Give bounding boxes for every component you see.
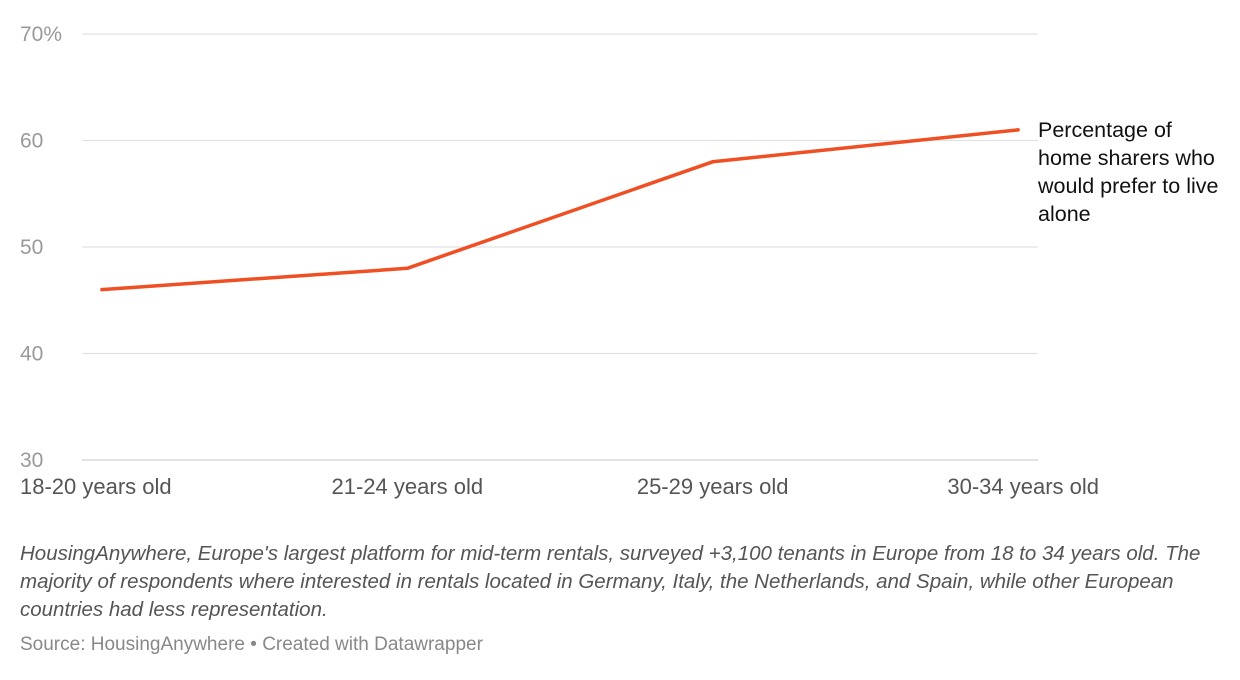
x-tick-label: 25-29 years old	[637, 474, 789, 499]
data-point	[405, 266, 410, 271]
footer-separator: •	[250, 634, 257, 655]
series-line	[100, 128, 1020, 292]
data-point	[1016, 128, 1020, 132]
y-tick-label: 50	[20, 236, 43, 259]
data-point	[710, 160, 715, 164]
chart-notes: HousingAnywhere, Europe's largest platfo…	[20, 542, 1201, 621]
series-label: Percentage of home sharers who would pre…	[1038, 118, 1219, 226]
y-axis-ticks: 30 40 50 60 70%	[20, 23, 62, 472]
y-tick-label: 70%	[20, 23, 62, 46]
y-tick-label: 40	[20, 343, 43, 366]
credit-text: Created with Datawrapper	[262, 634, 483, 655]
x-tick-label: 18-20 years old	[20, 474, 172, 499]
x-tick-label: 30-34 years old	[947, 474, 1099, 499]
data-point	[100, 287, 104, 292]
x-tick-label: 21-24 years old	[332, 474, 484, 499]
y-tick-label: 30	[20, 449, 43, 472]
gridlines	[82, 33, 1038, 461]
line-chart: 30 40 50 60 70% 18-20 years old 21-24 years o…	[20, 23, 1219, 499]
y-tick-label: 60	[20, 130, 43, 153]
source-text: Source: HousingAnywhere	[20, 634, 245, 655]
chart-footer: Source: HousingAnywhere • Created with D…	[20, 634, 483, 656]
x-axis-ticks: 18-20 years old 21-24 years old 25-29 year…	[20, 474, 1099, 499]
chart-canvas: 30 40 50 60 70% 18-20 years old 21-24 years o…	[20, 23, 1099, 499]
series-lines	[100, 128, 1020, 292]
